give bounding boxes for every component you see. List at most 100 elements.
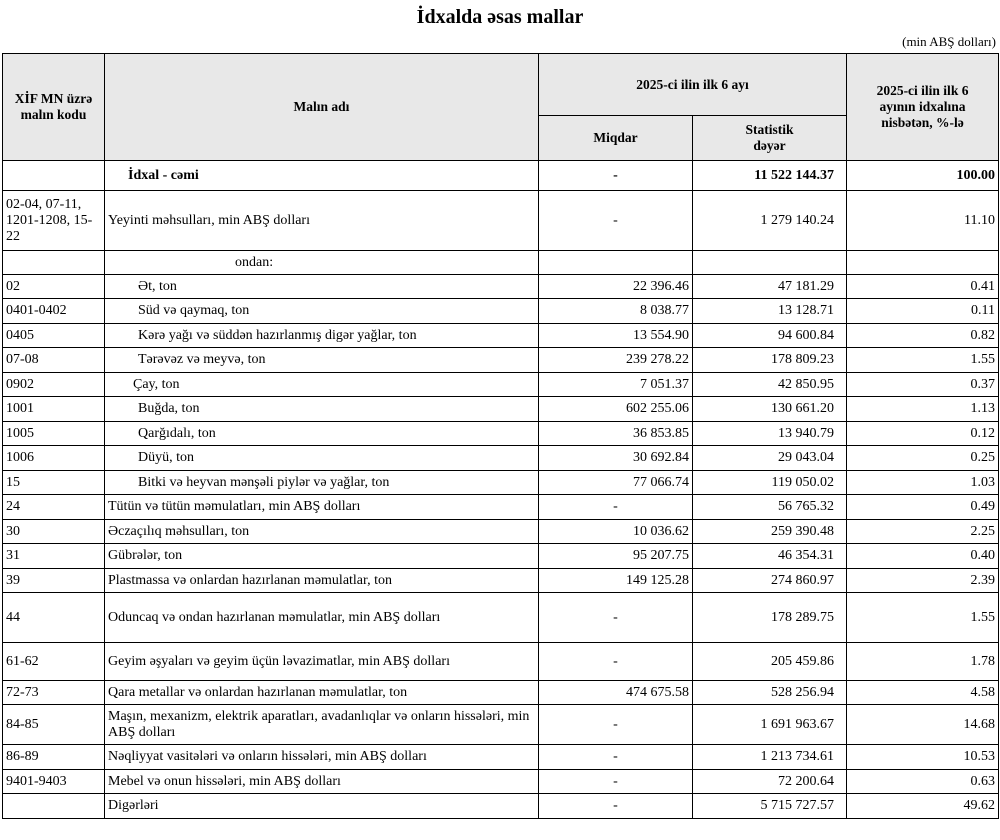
value-cell: 46 354.31 — [691, 543, 848, 569]
code-cell: 15 — [2, 470, 105, 495]
quantity-cell: 7 051.37 — [538, 372, 693, 397]
row: 44 Oduncaq və ondan hazırlanan məmulatlar… — [2, 592, 1000, 643]
share-cell: 0.82 — [846, 323, 1000, 348]
name-cell: Çay, ton — [104, 372, 539, 397]
value-cell: 259 390.48 — [691, 519, 848, 544]
code-cell: 0902 — [2, 372, 105, 397]
value-cell: 119 050.02 — [691, 470, 848, 495]
quantity-cell: 95 207.75 — [538, 543, 693, 569]
share-cell: 100.00 — [846, 160, 1000, 191]
header-name: Malın adı — [104, 53, 539, 161]
code-cell: 30 — [2, 519, 105, 544]
share-cell: 0.25 — [846, 445, 1000, 471]
code-cell: 1001 — [2, 396, 105, 422]
row: İdxal - cəmi -11 522 144.37 100.00 — [2, 160, 1000, 191]
code-cell: 9401-9403 — [2, 769, 105, 794]
name-cell: Tərəvəz və meyvə, ton — [104, 347, 539, 373]
row: 0405 Kərə yağı və süddən hazırlanmış digə… — [2, 323, 1000, 348]
value-cell: 1 213 734.61 — [691, 744, 848, 770]
row: 1006 Düyü, ton 30 692.84 29 043.04 0.25 — [2, 445, 1000, 471]
header-code: XİF MN üzrə malın kodu — [2, 53, 105, 161]
row: 02 Ət, ton 22 396.46 47 181.29 0.41 — [2, 274, 1000, 299]
share-cell: 0.41 — [846, 274, 1000, 299]
name-cell: Plastmassa və onlardan hazırlanan məmula… — [104, 568, 539, 593]
quantity-cell — [538, 250, 693, 275]
name-cell: Tütün və tütün məmulatları, min ABŞ doll… — [104, 494, 539, 520]
share-cell: 49.62 — [846, 793, 1000, 819]
quantity-cell: 13 554.90 — [538, 323, 693, 348]
value-cell: 1 279 140.24 — [691, 190, 848, 251]
name-cell: Maşın, mexanizm, elektrik aparatları, av… — [104, 704, 539, 745]
quantity-cell: - — [538, 190, 693, 251]
share-cell: 0.63 — [846, 769, 1000, 794]
value-cell: 5 715 727.57 — [691, 793, 848, 819]
table: XİF MN üzrə malın kodu Malın adı 2025-ci… — [2, 53, 1000, 819]
share-cell: 0.37 — [846, 372, 1000, 397]
value-cell: 72 200.64 — [691, 769, 848, 794]
share-cell: 2.39 — [846, 568, 1000, 593]
name-cell: Bitki və heyvan mənşəli piylər və yağlar… — [104, 470, 539, 495]
name-cell: Qara metallar və onlardan hazırlanan məm… — [104, 680, 539, 705]
share-cell: 14.68 — [846, 704, 1000, 745]
code-cell: 0401-0402 — [2, 298, 105, 324]
name-cell: Nəqliyyat vasitələri və onların hissələr… — [104, 744, 539, 770]
name-cell: Əczaçılıq məhsulları, ton — [104, 519, 539, 544]
quantity-cell: - — [538, 769, 693, 794]
code-cell — [2, 793, 105, 819]
row: 02-04, 07-11, 1201-1208, 15-22 Yeyinti mə… — [2, 190, 1000, 251]
quantity-cell: 149 125.28 — [538, 568, 693, 593]
row: 30 Əczaçılıq məhsulları, ton 10 036.62 259 … — [2, 519, 1000, 544]
quantity-cell: 77 066.74 — [538, 470, 693, 495]
name-cell: Süd və qaymaq, ton — [104, 298, 539, 324]
code-cell: 31 — [2, 543, 105, 569]
quantity-cell: 36 853.85 — [538, 421, 693, 446]
code-cell: 02 — [2, 274, 105, 299]
quantity-cell: - — [538, 793, 693, 819]
value-cell: 13 940.79 — [691, 421, 848, 446]
share-cell: 0.40 — [846, 543, 1000, 569]
name-cell: Geyim əşyaları və geyim üçün ləvazimatla… — [104, 642, 539, 681]
code-cell: 86-89 — [2, 744, 105, 770]
share-cell: 2.25 — [846, 519, 1000, 544]
share-cell: 10.53 — [846, 744, 1000, 770]
share-cell: 1.13 — [846, 396, 1000, 422]
value-cell: 178 289.75 — [691, 592, 848, 643]
name-cell: Düyü, ton — [104, 445, 539, 471]
quantity-cell: - — [538, 704, 693, 745]
name-cell: ondan: — [104, 250, 539, 275]
row: 61-62 Geyim əşyaları və geyim üçün ləvazi… — [2, 642, 1000, 681]
name-cell: Gübrələr, ton — [104, 543, 539, 569]
value-cell: 94 600.84 — [691, 323, 848, 348]
row: 1005 Qarğıdalı, ton 36 853.85 13 940.79 0.12 — [2, 421, 1000, 446]
value-cell: 47 181.29 — [691, 274, 848, 299]
value-cell: 42 850.95 — [691, 372, 848, 397]
code-cell: 1006 — [2, 445, 105, 471]
name-cell: Kərə yağı və süddən hazırlanmış digər ya… — [104, 323, 539, 348]
quantity-cell: 602 255.06 — [538, 396, 693, 422]
share-cell: 0.12 — [846, 421, 1000, 446]
value-cell: 56 765.32 — [691, 494, 848, 520]
quantity-cell: - — [538, 494, 693, 520]
quantity-cell: 30 692.84 — [538, 445, 693, 471]
share-cell: 4.58 — [846, 680, 1000, 705]
code-cell: 07-08 — [2, 347, 105, 373]
share-cell: 1.55 — [846, 592, 1000, 643]
code-cell: 39 — [2, 568, 105, 593]
share-cell: 1.03 — [846, 470, 1000, 495]
row: 0401-0402 Süd və qaymaq, ton 8 038.77 13 12… — [2, 298, 1000, 324]
quantity-cell: - — [538, 592, 693, 643]
code-cell: 61-62 — [2, 642, 105, 681]
row: 9401-9403 Mebel və onun hissələri, min AB… — [2, 769, 1000, 794]
quantity-cell: 239 278.22 — [538, 347, 693, 373]
row: 0902 Çay, ton 7 051.37 42 850.95 0.37 — [2, 372, 1000, 397]
name-cell: Mebel və onun hissələri, min ABŞ dolları — [104, 769, 539, 794]
value-cell: 178 809.23 — [691, 347, 848, 373]
quantity-cell: 22 396.46 — [538, 274, 693, 299]
quantity-cell: - — [538, 160, 693, 191]
value-cell: 13 128.71 — [691, 298, 848, 324]
value-cell: 274 860.97 — [691, 568, 848, 593]
code-cell: 02-04, 07-11, 1201-1208, 15-22 — [2, 190, 105, 251]
quantity-cell: - — [538, 744, 693, 770]
header-quantity: Miqdar — [538, 115, 693, 161]
code-cell: 72-73 — [2, 680, 105, 705]
